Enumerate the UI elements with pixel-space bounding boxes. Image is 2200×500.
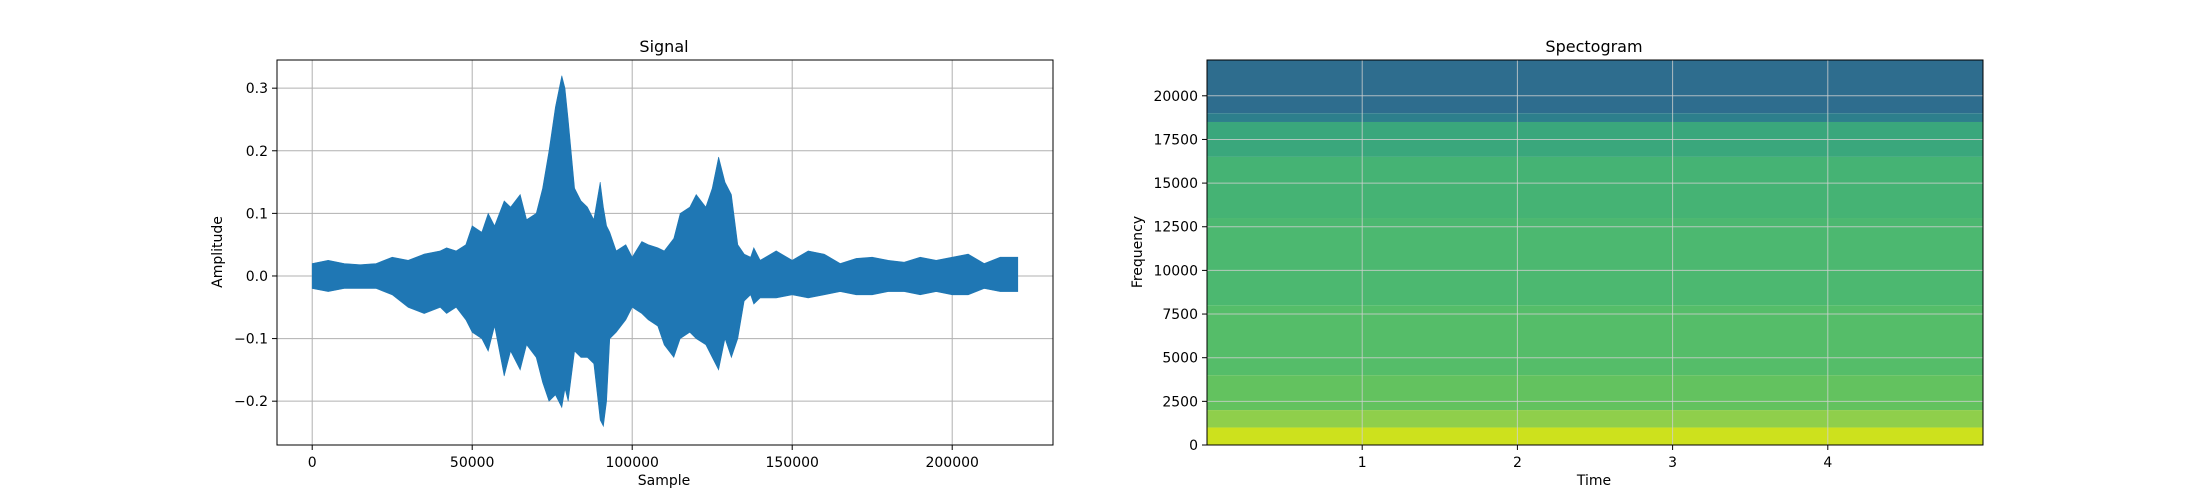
spectrogram-y-tick-label: 15000 [1153,176,1198,192]
spectrogram-band [1207,305,1983,376]
signal-x-ticks: 0 50000 100000 150000 200000 [308,445,979,471]
spectrogram-band [1207,218,1983,306]
spectrogram-xlabel: Time [1576,473,1611,489]
spectrogram-chart: Spectogram 1 2 3 4 0 2500 5000 7500 10000 12500 1… [1130,37,1984,489]
signal-ylabel: Amplitude [210,216,226,288]
spectrogram-x-tick-label: 1 [1358,455,1367,471]
spectrogram-x-ticks: 1 2 3 4 [1358,445,1832,471]
spectrogram-y-tick-label: 12500 [1153,220,1198,236]
signal-xlabel: Sample [638,473,691,489]
spectrogram-y-tick-label: 5000 [1162,351,1198,367]
signal-x-tick-label: 0 [308,455,317,471]
spectrogram-band [1207,375,1983,411]
spectrogram-x-tick-label: 3 [1668,455,1677,471]
spectrogram-band [1207,156,1983,219]
spectrogram-band [1207,113,1983,122]
spectrogram-x-tick-label: 4 [1823,455,1832,471]
spectrogram-band [1207,410,1983,428]
spectrogram-y-ticks: 0 2500 5000 7500 10000 12500 15000 17500 20000 [1153,89,1207,454]
spectrogram-y-tick-label: 17500 [1153,132,1198,148]
spectrogram-band [1207,60,1983,114]
signal-x-tick-label: 200000 [925,455,978,471]
signal-y-ticks: −0.2 −0.1 0.0 0.1 0.2 0.3 [234,81,277,410]
spectrogram-grid [1207,60,1983,446]
spectrogram-y-tick-label: 20000 [1153,89,1198,105]
spectrogram-y-tick-label: 2500 [1162,394,1198,410]
signal-x-tick-label: 100000 [605,455,658,471]
spectrogram-title: Spectogram [1545,37,1642,56]
signal-axes-frame [276,59,1054,446]
signal-y-tick-label: 0.2 [246,144,268,160]
signal-x-tick-label: 150000 [765,455,818,471]
spectrogram-heatmap [1207,60,1983,445]
signal-y-tick-label: 0.0 [246,269,268,285]
spectrogram-y-tick-label: 0 [1189,438,1198,454]
signal-x-tick-label: 50000 [450,455,495,471]
signal-title: Signal [639,37,688,56]
signal-y-tick-label: 0.1 [246,206,268,222]
spectrogram-y-tick-label: 7500 [1162,307,1198,323]
signal-y-tick-label: −0.1 [234,332,268,348]
signal-y-tick-label: −0.2 [234,394,268,410]
spectrogram-y-tick-label: 10000 [1153,263,1198,279]
signal-y-tick-label: 0.3 [246,81,268,97]
signal-waveform [311,75,1019,428]
signal-chart: Signal 0 50000 100000 150000 200000 −0.2 −0.1… [210,37,1054,489]
spectrogram-x-tick-label: 2 [1513,455,1522,471]
spectrogram-axes-frame [1206,59,1984,446]
spectrogram-ylabel: Frequency [1130,216,1146,288]
spectrogram-band [1207,427,1983,445]
